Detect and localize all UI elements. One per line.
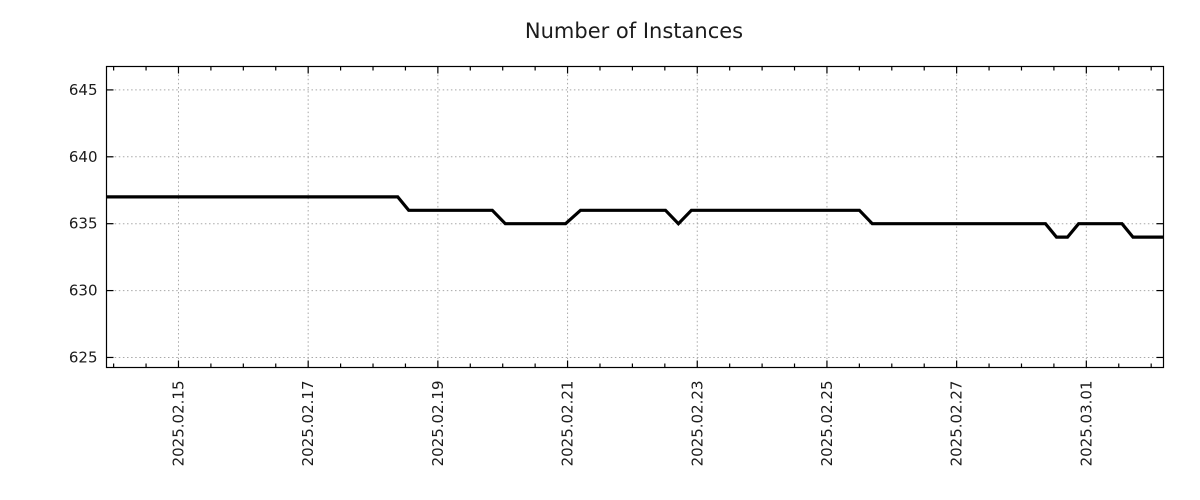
x-tick-label: 2025.02.21 [559, 381, 577, 467]
y-tick-label: 645 [69, 81, 98, 99]
y-tick-label: 640 [69, 148, 98, 166]
axis-ticks [106, 66, 1164, 368]
x-tick-label: 2025.02.17 [299, 381, 317, 467]
y-tick-label: 635 [69, 215, 98, 233]
y-tick-label: 625 [69, 348, 98, 366]
y-tick-label: 630 [69, 282, 98, 300]
data-series [106, 195, 1164, 239]
x-tick-label: 2025.03.01 [1077, 381, 1095, 467]
x-tick-label: 2025.02.19 [429, 381, 447, 467]
x-tick-label: 2025.02.27 [948, 381, 966, 467]
axis-tick-labels: 625 630 635 640 645 2025.02.15 2025.02.17 2025.… [69, 81, 1095, 466]
series-line [106, 195, 1164, 239]
x-tick-label: 2025.02.15 [169, 381, 187, 467]
plot-border [105, 65, 1165, 369]
grid-lines [106, 66, 1164, 368]
x-tick-label: 2025.02.25 [818, 381, 836, 467]
chart-title: Number of Instances [525, 19, 743, 43]
x-tick-label: 2025.02.23 [688, 381, 706, 467]
